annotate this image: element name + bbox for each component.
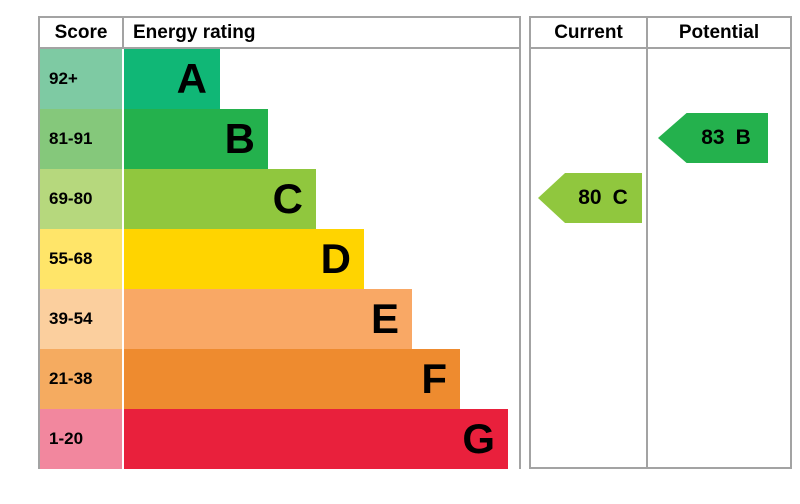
band-row: 21-38 F [40, 349, 519, 409]
rating-table: Score Energy rating 92+ A 81-91 B 69-80 … [38, 16, 521, 469]
energy-rating-column-header: Energy rating [133, 21, 256, 43]
band-bar-track: C [124, 169, 519, 229]
band-bar-track: F [124, 349, 519, 409]
potential-column: Potential 83 B [646, 16, 792, 469]
band-row: 55-68 D [40, 229, 519, 289]
band-letter: F [421, 355, 447, 402]
energy-band-bar: D [124, 229, 364, 289]
band-bar-track: B [124, 109, 519, 169]
rating-table-header: Score Energy rating [40, 18, 519, 49]
energy-band-bar: C [124, 169, 316, 229]
energy-band-bar: F [124, 349, 460, 409]
band-letter: G [462, 415, 495, 462]
band-letter: C [272, 175, 303, 222]
score-range-label: 21-38 [40, 349, 124, 409]
score-range-label: 1-20 [40, 409, 124, 469]
potential-rating-arrow: 83 B [658, 113, 768, 163]
band-row: 81-91 B [40, 109, 519, 169]
potential-band-letter: B [735, 126, 751, 149]
score-range-label: 55-68 [40, 229, 124, 289]
score-column-header: Score [40, 18, 124, 47]
energy-band-bar: E [124, 289, 412, 349]
score-range-label: 92+ [40, 49, 124, 109]
score-range-label: 69-80 [40, 169, 124, 229]
band-bar-track: G [124, 409, 519, 469]
band-letter: B [224, 115, 255, 162]
band-row: 1-20 G [40, 409, 519, 469]
band-letter: D [320, 235, 351, 282]
energy-band-bar: A [124, 49, 220, 109]
rating-table-body: 92+ A 81-91 B 69-80 C 55-68 D [40, 49, 519, 469]
energy-band-bar: B [124, 109, 268, 169]
current-column: Current 80 C [529, 16, 648, 469]
potential-score-value: 83 [701, 126, 725, 149]
potential-column-header: Potential [648, 18, 790, 49]
band-row: 69-80 C [40, 169, 519, 229]
current-score-value: 80 [578, 186, 602, 209]
potential-column-body: 83 B [648, 49, 790, 467]
band-row: 39-54 E [40, 289, 519, 349]
score-range-label: 39-54 [40, 289, 124, 349]
band-letter: A [176, 55, 207, 102]
current-band-letter: C [612, 186, 628, 209]
score-range-label: 81-91 [40, 109, 124, 169]
band-bar-track: D [124, 229, 519, 289]
energy-band-bar: G [124, 409, 508, 469]
current-column-header: Current [531, 18, 646, 49]
band-bar-track: E [124, 289, 519, 349]
band-row: 92+ A [40, 49, 519, 109]
current-column-body: 80 C [531, 49, 646, 467]
band-letter: E [370, 295, 399, 342]
band-bar-track: A [124, 49, 519, 109]
current-rating-arrow: 80 C [538, 173, 642, 223]
